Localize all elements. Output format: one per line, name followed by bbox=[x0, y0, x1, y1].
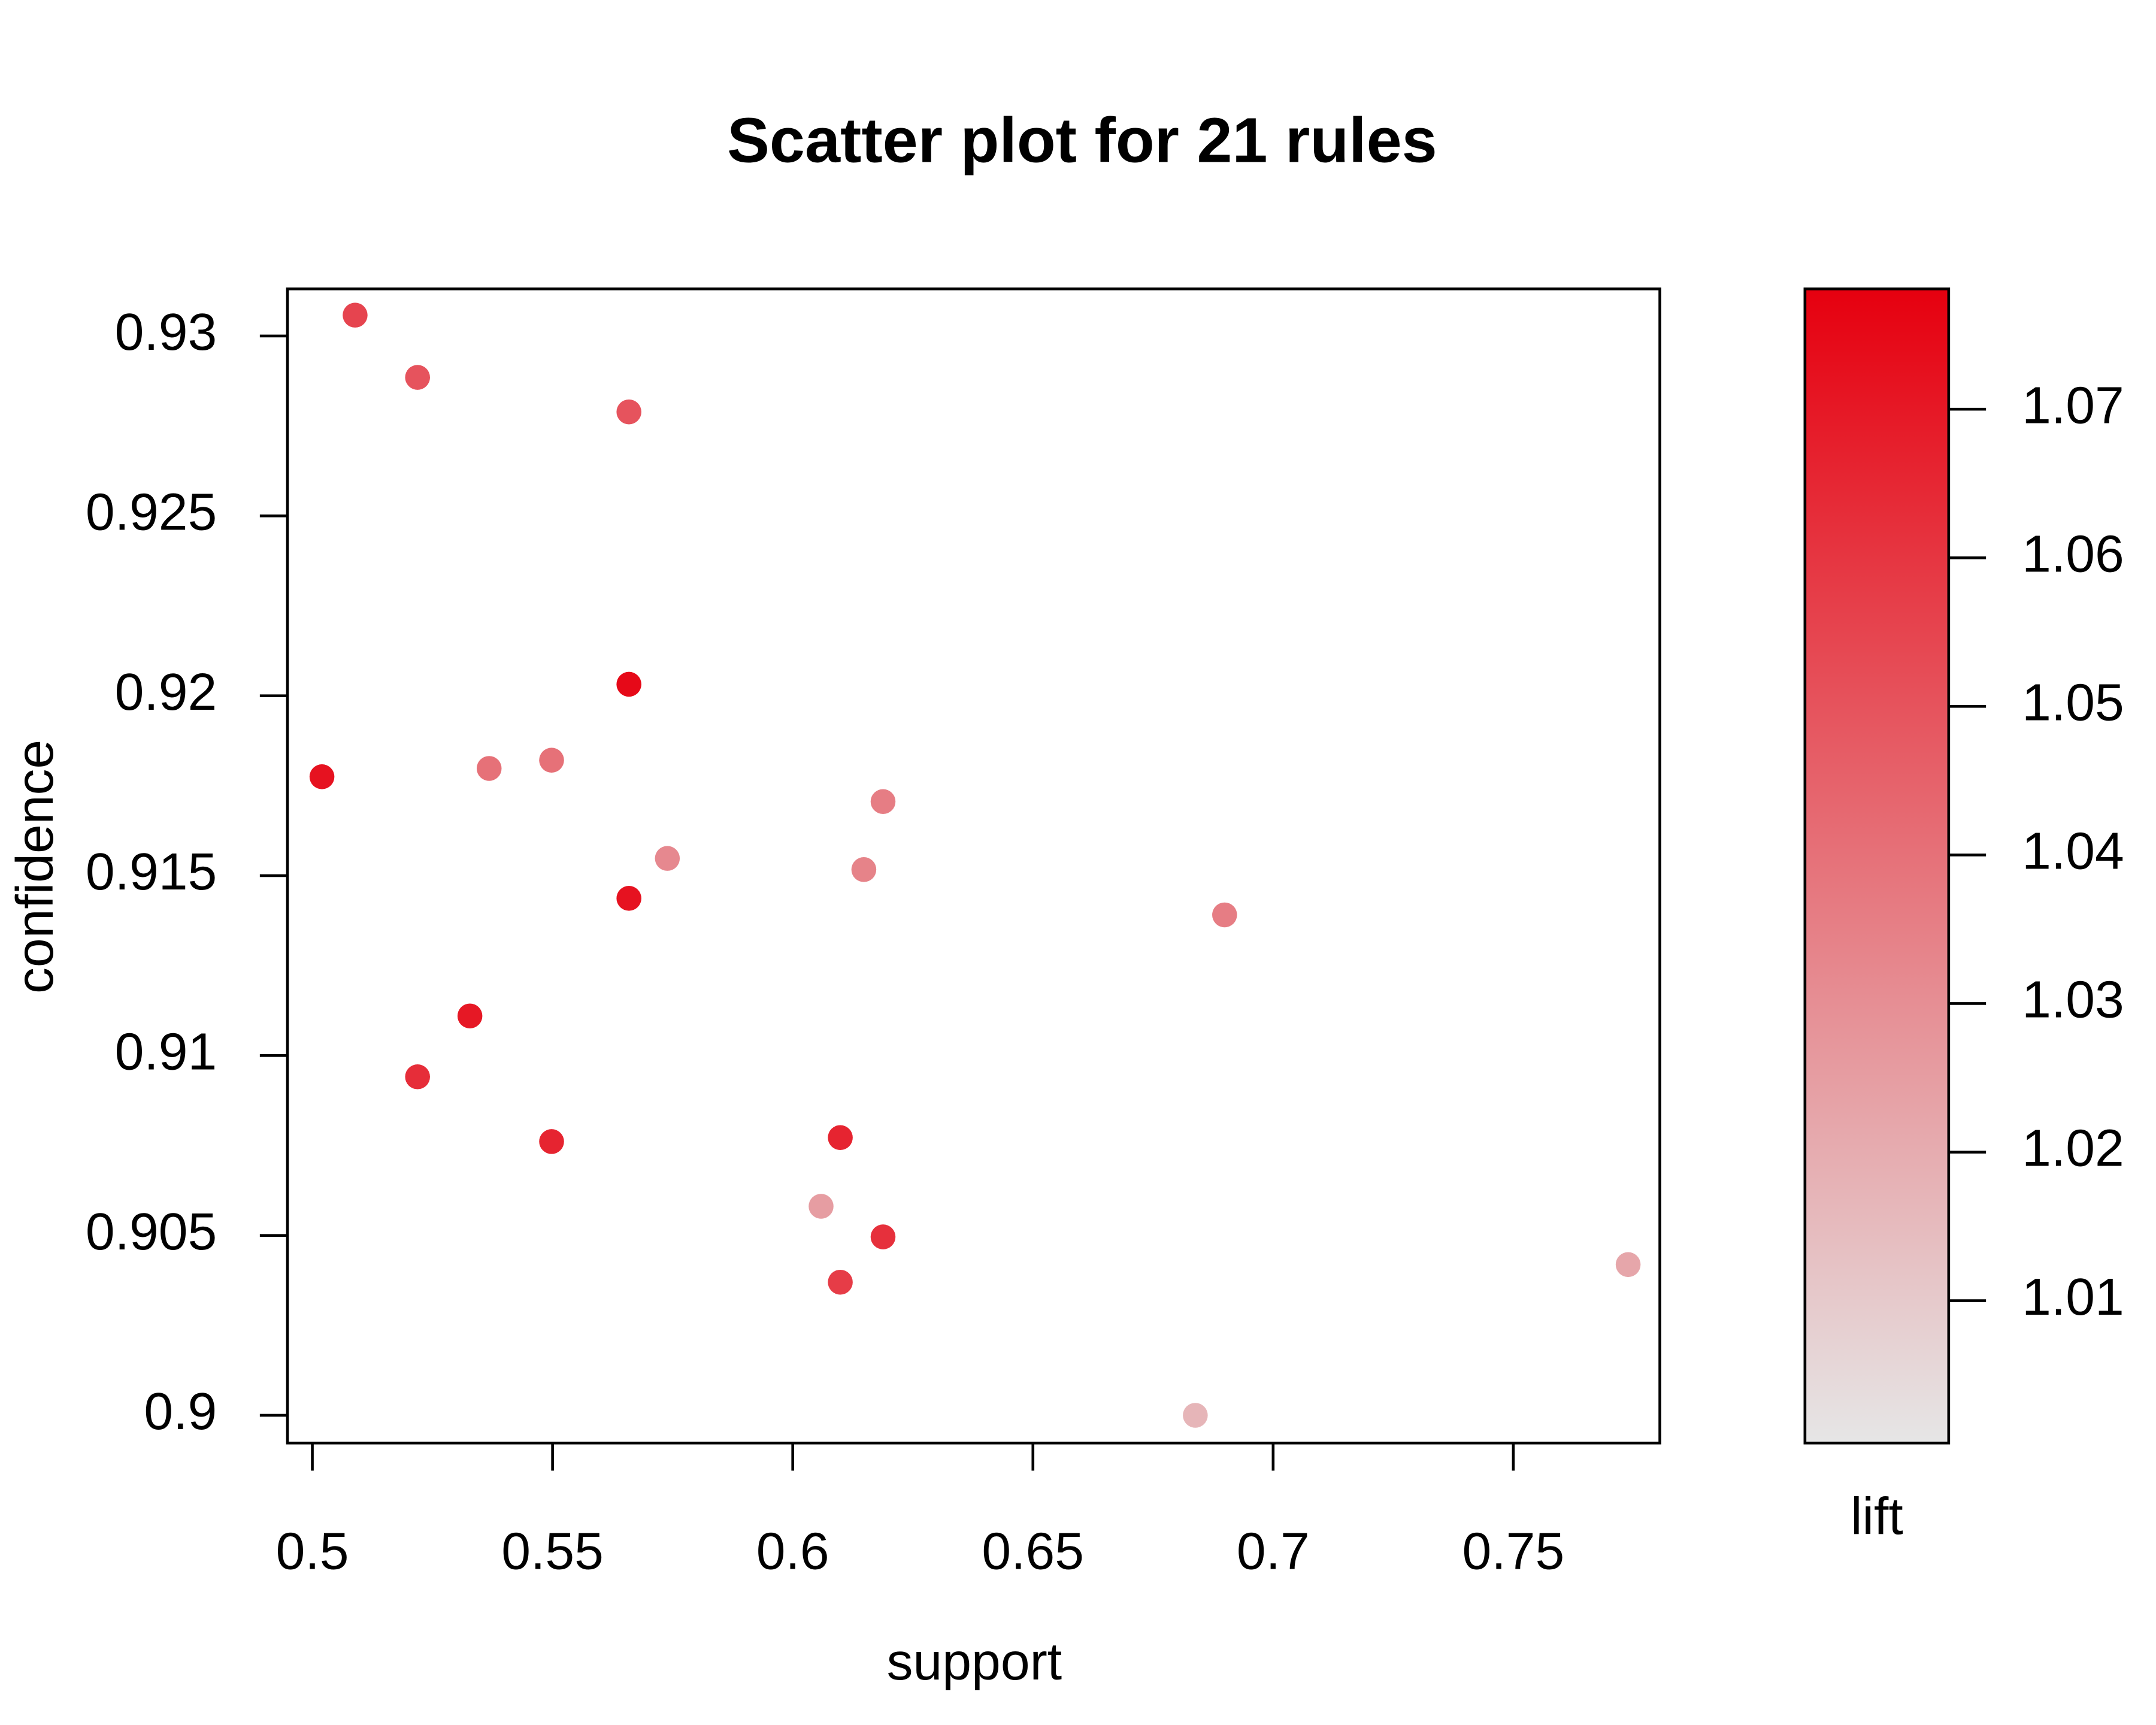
point bbox=[1183, 1403, 1208, 1428]
x-tick-label: 0.5 bbox=[276, 1521, 349, 1580]
y-tick-label: 0.9 bbox=[144, 1382, 217, 1440]
x-axis-label: support bbox=[887, 1632, 1062, 1691]
y-tick-label: 0.925 bbox=[86, 482, 217, 541]
y-tick-label: 0.905 bbox=[86, 1202, 217, 1261]
plot-frame bbox=[286, 288, 1661, 1445]
point bbox=[851, 857, 877, 882]
x-tick-label: 0.75 bbox=[1462, 1521, 1565, 1580]
point bbox=[457, 1003, 483, 1029]
x-tick-label: 0.65 bbox=[982, 1521, 1084, 1580]
point bbox=[828, 1125, 853, 1151]
y-tick-label: 0.91 bbox=[115, 1022, 217, 1081]
y-tick-label: 0.915 bbox=[86, 842, 217, 901]
point bbox=[808, 1194, 834, 1219]
point bbox=[870, 1224, 896, 1249]
colorbar bbox=[1803, 288, 1951, 1445]
point bbox=[405, 365, 430, 390]
point bbox=[655, 846, 680, 871]
x-tick-label: 0.7 bbox=[1237, 1521, 1310, 1580]
point bbox=[405, 1064, 430, 1090]
point bbox=[616, 671, 641, 697]
colorbar-tick-label: 1.07 bbox=[2022, 376, 2124, 434]
colorbar-tick-label: 1.04 bbox=[2022, 822, 2124, 880]
colorbar-tick-label: 1.01 bbox=[2022, 1267, 2124, 1326]
point bbox=[309, 764, 335, 789]
point bbox=[476, 756, 502, 781]
x-tick-label: 0.55 bbox=[501, 1521, 604, 1580]
chart-title: Scatter plot for 21 rules bbox=[727, 105, 1437, 175]
point bbox=[343, 302, 368, 328]
y-axis-label: confidence bbox=[5, 740, 64, 994]
colorbar-tick-label: 1.03 bbox=[2022, 970, 2124, 1029]
point bbox=[1615, 1252, 1641, 1278]
colorbar-tick-label: 1.06 bbox=[2022, 524, 2124, 583]
point bbox=[539, 748, 564, 773]
point bbox=[828, 1269, 853, 1295]
point bbox=[539, 1129, 564, 1154]
point bbox=[870, 789, 896, 815]
point bbox=[1212, 902, 1237, 928]
point bbox=[616, 399, 641, 425]
colorbar-label: lift bbox=[1851, 1487, 1903, 1546]
colorbar-tick-label: 1.05 bbox=[2022, 673, 2124, 732]
point bbox=[616, 886, 641, 911]
y-tick-label: 0.93 bbox=[115, 302, 217, 361]
colorbar-tick-label: 1.02 bbox=[2022, 1119, 2124, 1178]
y-tick-label: 0.92 bbox=[115, 662, 217, 721]
x-tick-label: 0.6 bbox=[756, 1521, 829, 1580]
